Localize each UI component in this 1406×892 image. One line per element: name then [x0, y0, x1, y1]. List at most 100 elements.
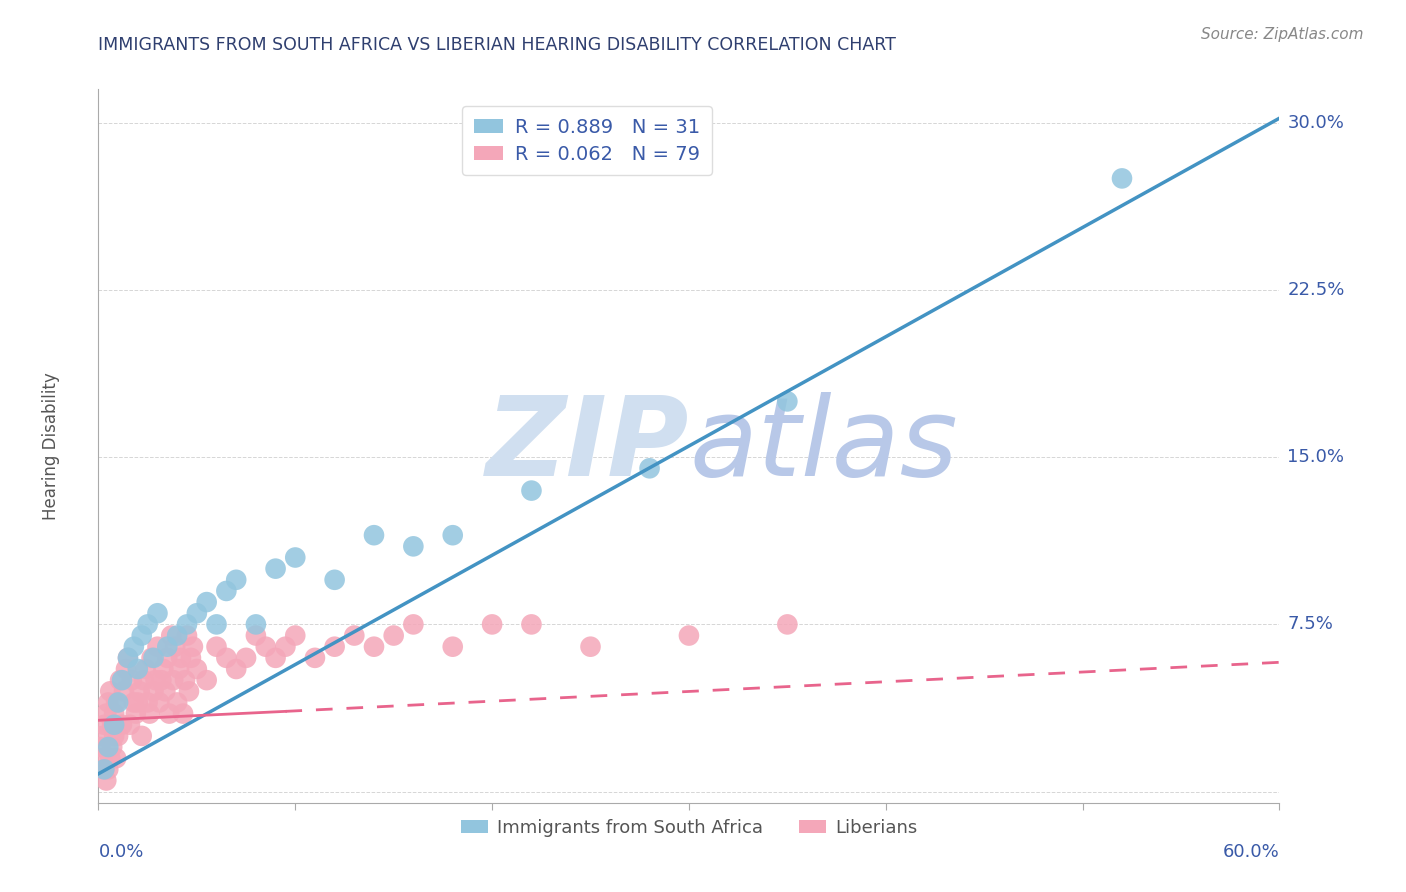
Point [274, 640, 297, 654]
Point [284, 628, 307, 642]
Text: 0.0%: 0.0% [98, 843, 143, 861]
Point [520, 617, 543, 632]
Point [117, 651, 139, 665]
Point [166, 696, 188, 710]
Point [91, 751, 114, 765]
Point [172, 706, 194, 721]
Point [93, 762, 115, 776]
Point [93, 717, 115, 731]
Point [205, 640, 228, 654]
Point [148, 696, 170, 710]
Point [112, 684, 135, 698]
Point [382, 628, 405, 642]
Point [776, 394, 799, 409]
Point [284, 550, 307, 565]
Point [136, 696, 159, 710]
Point [195, 595, 218, 609]
Point [176, 617, 198, 632]
Point [264, 651, 287, 665]
Point [103, 706, 125, 721]
Text: 30.0%: 30.0% [1288, 113, 1344, 132]
Point [776, 617, 799, 632]
Point [579, 640, 602, 654]
Point [111, 673, 134, 687]
Point [103, 717, 125, 731]
Point [98, 684, 121, 698]
Point [215, 651, 238, 665]
Text: Hearing Disability: Hearing Disability [42, 372, 60, 520]
Point [118, 717, 141, 731]
Point [136, 617, 159, 632]
Point [363, 528, 385, 542]
Legend: Immigrants from South Africa, Liberians: Immigrants from South Africa, Liberians [453, 812, 925, 844]
Point [150, 673, 173, 687]
Point [167, 662, 190, 676]
Point [156, 640, 179, 654]
Point [481, 617, 503, 632]
Text: ZIP: ZIP [485, 392, 689, 500]
Point [117, 651, 139, 665]
Point [304, 651, 326, 665]
Point [186, 662, 208, 676]
Point [441, 528, 464, 542]
Point [105, 696, 128, 710]
Text: 60.0%: 60.0% [1223, 843, 1279, 861]
Point [101, 740, 124, 755]
Point [638, 461, 661, 475]
Point [152, 662, 174, 676]
Point [98, 751, 121, 765]
Point [138, 706, 160, 721]
Point [91, 729, 114, 743]
Point [131, 628, 153, 642]
Point [128, 684, 150, 698]
Point [107, 696, 129, 710]
Point [125, 706, 148, 721]
Point [156, 651, 179, 665]
Point [127, 696, 149, 710]
Point [122, 640, 145, 654]
Point [205, 617, 228, 632]
Point [181, 640, 204, 654]
Point [195, 673, 218, 687]
Point [162, 673, 184, 687]
Point [177, 684, 200, 698]
Point [402, 539, 425, 553]
Point [97, 740, 120, 755]
Point [145, 673, 167, 687]
Point [180, 651, 202, 665]
Point [323, 573, 346, 587]
Point [215, 583, 238, 598]
Text: IMMIGRANTS FROM SOUTH AFRICA VS LIBERIAN HEARING DISABILITY CORRELATION CHART: IMMIGRANTS FROM SOUTH AFRICA VS LIBERIAN… [98, 36, 896, 54]
Point [96, 773, 118, 788]
Point [103, 729, 125, 743]
Point [160, 628, 183, 642]
Point [111, 717, 134, 731]
Point [245, 628, 267, 642]
Point [93, 762, 115, 776]
Point [323, 640, 346, 654]
Point [363, 640, 385, 654]
Point [1111, 171, 1133, 186]
Point [141, 651, 163, 665]
Point [96, 706, 118, 721]
Point [245, 617, 267, 632]
Point [131, 729, 153, 743]
Point [127, 662, 149, 676]
Point [254, 640, 277, 654]
Point [441, 640, 464, 654]
Point [157, 706, 180, 721]
Point [108, 673, 131, 687]
Point [135, 662, 157, 676]
Text: atlas: atlas [689, 392, 957, 500]
Point [166, 628, 188, 642]
Text: 15.0%: 15.0% [1288, 448, 1344, 467]
Text: Source: ZipAtlas.com: Source: ZipAtlas.com [1201, 27, 1364, 42]
Text: 22.5%: 22.5% [1288, 281, 1344, 299]
Point [105, 751, 128, 765]
Point [97, 762, 120, 776]
Text: 7.5%: 7.5% [1288, 615, 1333, 633]
Point [146, 640, 169, 654]
Point [115, 662, 138, 676]
Point [165, 640, 187, 654]
Point [142, 684, 165, 698]
